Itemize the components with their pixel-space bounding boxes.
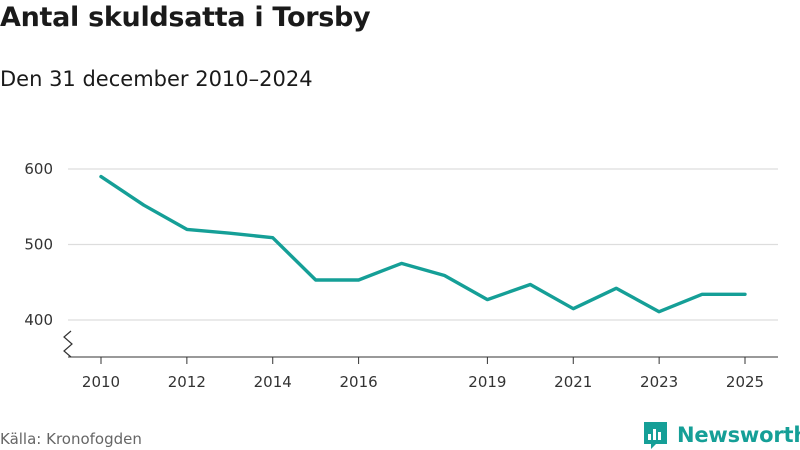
newsworthy-logo-icon (644, 422, 667, 449)
x-axis (63, 330, 778, 358)
x-tick-label-2019: 2019 (468, 373, 506, 391)
x-tick-label-2016: 2016 (340, 373, 378, 391)
y-tick-label-400: 400 (24, 311, 53, 329)
x-axis-ticks: 2010 2012 2014 2016 2019 2021 2023 2025 (82, 357, 764, 391)
x-tick-label-2010: 2010 (82, 373, 120, 391)
brand-logo: Newsworthy (643, 420, 800, 450)
x-tick-label-2014: 2014 (254, 373, 292, 391)
brand-name: Newsworthy (677, 423, 800, 447)
series-line-0 (99, 174, 747, 314)
x-tick-label-2025: 2025 (726, 373, 764, 391)
source-note: Källa: Kronofogden (0, 430, 142, 448)
axis-break-icon (63, 330, 73, 358)
chart-subtitle: Den 31 december 2010–2024 (0, 67, 313, 91)
y-tick-label-600: 600 (24, 160, 53, 178)
x-tick-label-2023: 2023 (640, 373, 678, 391)
x-tick-label-2012: 2012 (168, 373, 206, 391)
y-axis-ticks: 400 500 600 (24, 160, 53, 329)
x-tick-label-2021: 2021 (554, 373, 592, 391)
chart-title: Antal skuldsatta i Torsby (0, 2, 371, 33)
y-tick-label-500: 500 (24, 236, 53, 254)
gridlines (68, 168, 778, 321)
series-layer (99, 174, 747, 314)
